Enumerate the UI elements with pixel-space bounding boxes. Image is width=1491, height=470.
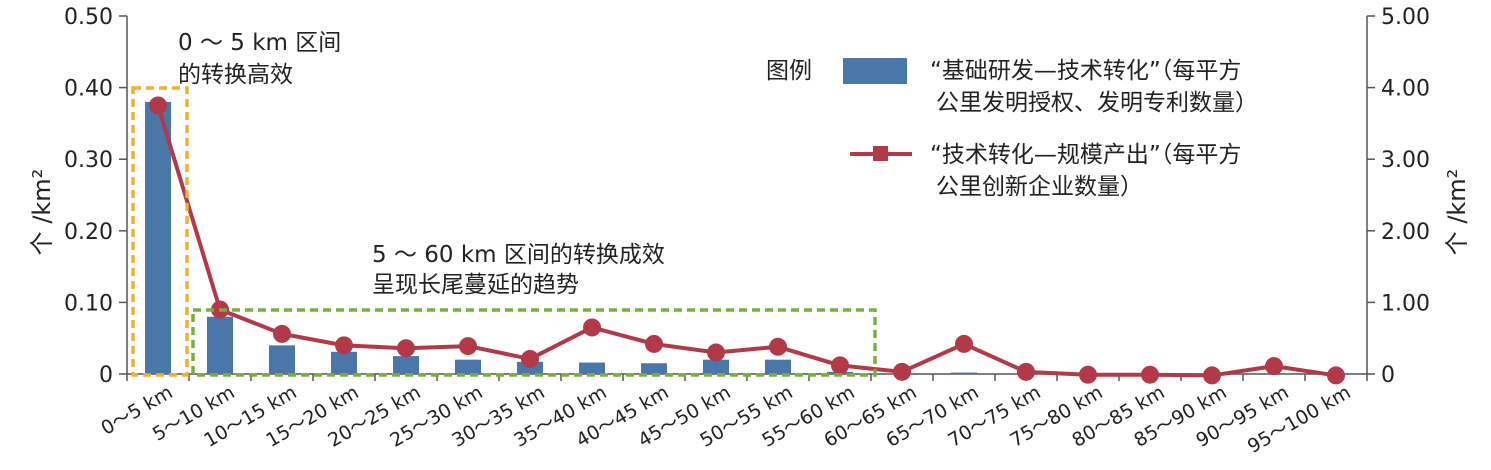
bar [950,372,978,374]
bar [454,359,482,374]
line-point [645,334,663,353]
y-right-axis-title: 个 /km² [1443,169,1471,256]
legend-label-line: “技术转化—规模产出”（每平方 [930,142,1241,168]
bar [206,316,234,374]
y-left-tick-label: 0 [99,363,113,388]
bars-layer [144,101,978,375]
bar [330,351,358,374]
legend-label-bars: “基础研发—技术转化”（每平方 [930,58,1241,84]
y-right-tick-label: 5.00 [1381,5,1430,30]
line-point [769,337,787,356]
y-left-axis-title: 个 /km² [28,169,56,256]
line-point [273,324,291,343]
line-point [1079,365,1097,384]
legend-swatch-marker [873,146,888,161]
bar [268,345,296,374]
bar [144,101,172,375]
y-right-tick-label: 2.00 [1381,220,1430,245]
line-point [521,349,539,368]
line-point [1017,362,1035,381]
annotation-text-5-60km: 5 ～ 60 km 区间的转换成效 [372,242,665,268]
annotation-text-0-5km: 0 ～ 5 km 区间 [178,30,341,56]
y-left-tick-label: 0.10 [64,291,113,316]
line-point [1265,357,1283,376]
legend-label-bars: 公里发明授权、发明专利数量） [936,90,1258,116]
line-point [893,362,911,381]
bar [764,359,792,374]
y-left-tick-label: 0.50 [64,5,113,30]
bar [702,359,730,374]
line-point [583,318,601,337]
line-point [1141,365,1159,384]
annotation-text-0-5km: 的转换高效 [178,62,293,88]
y-right-tick-label: 3.00 [1381,148,1430,173]
legend-swatch-bars [843,58,907,84]
y-left-tick-label: 0.40 [64,77,113,102]
series-line [156,104,1337,378]
legend-label-line: 公里创新企业数量） [936,174,1143,200]
line-point [335,336,353,355]
annotation-box-5-60km [191,308,877,377]
bar [578,362,606,374]
line-point [149,96,167,115]
annotation-box-0-5km [131,86,189,377]
line-point [397,339,415,358]
y-left-tick-label: 0.30 [64,148,113,173]
line-point [707,343,725,362]
y-right-tick-label: 1.00 [1381,291,1430,316]
line-point [955,334,973,353]
bar [640,363,668,374]
line-point [831,356,849,375]
annotation-text-5-60km: 呈现长尾蔓延的趋势 [372,272,579,298]
line-point [459,337,477,356]
line-layer [149,96,1345,385]
legend-title: 图例 [766,58,812,84]
line-point [1327,366,1345,385]
bar [392,356,420,374]
y-left-tick-label: 0.20 [64,220,113,245]
y-right-tick-label: 0 [1381,363,1395,388]
line-point [1203,366,1221,385]
y-right-tick-label: 4.00 [1381,77,1430,102]
